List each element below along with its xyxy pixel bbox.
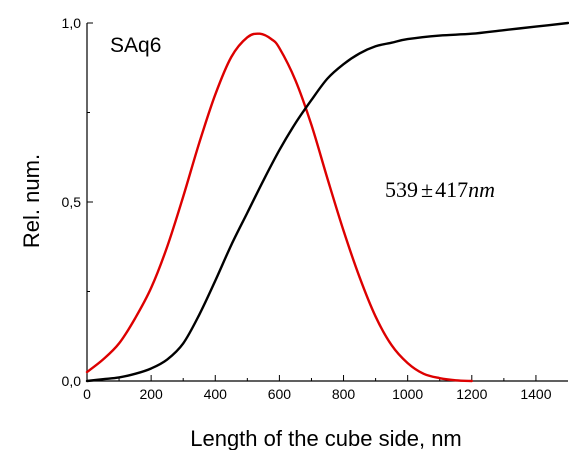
- x-axis-title: Length of the cube side, nm: [190, 426, 462, 450]
- annotation-err: 417: [435, 177, 468, 202]
- panel-label: SAq6: [110, 34, 161, 57]
- y-tick-label: 0,5: [62, 194, 82, 210]
- x-tick-label: 600: [268, 386, 292, 402]
- annotation-value: 539: [385, 177, 418, 202]
- x-tick-label: 1400: [520, 386, 551, 402]
- plot-area: 0 200 400 600 800 1000 1200 1400 0,0 0,5 1,0: [62, 15, 568, 402]
- y-tick-label: 1,0: [62, 15, 82, 31]
- annotation-unit: nm: [468, 177, 495, 202]
- x-tick-label: 1000: [392, 386, 423, 402]
- y-tick-label: 0,0: [62, 373, 82, 389]
- x-tick-label: 0: [83, 386, 91, 402]
- annotation-pm: ±: [421, 177, 433, 202]
- x-tick-label: 1200: [456, 386, 487, 402]
- series-cumulative-line: [87, 23, 568, 381]
- y-axis-title: Rel. num.: [19, 154, 44, 248]
- x-tick-label: 400: [204, 386, 228, 402]
- x-tick-label: 800: [332, 386, 356, 402]
- series-distribution-line: [87, 34, 472, 381]
- x-tick-label: 200: [139, 386, 163, 402]
- size-annotation: 539 ±417nm: [385, 177, 495, 202]
